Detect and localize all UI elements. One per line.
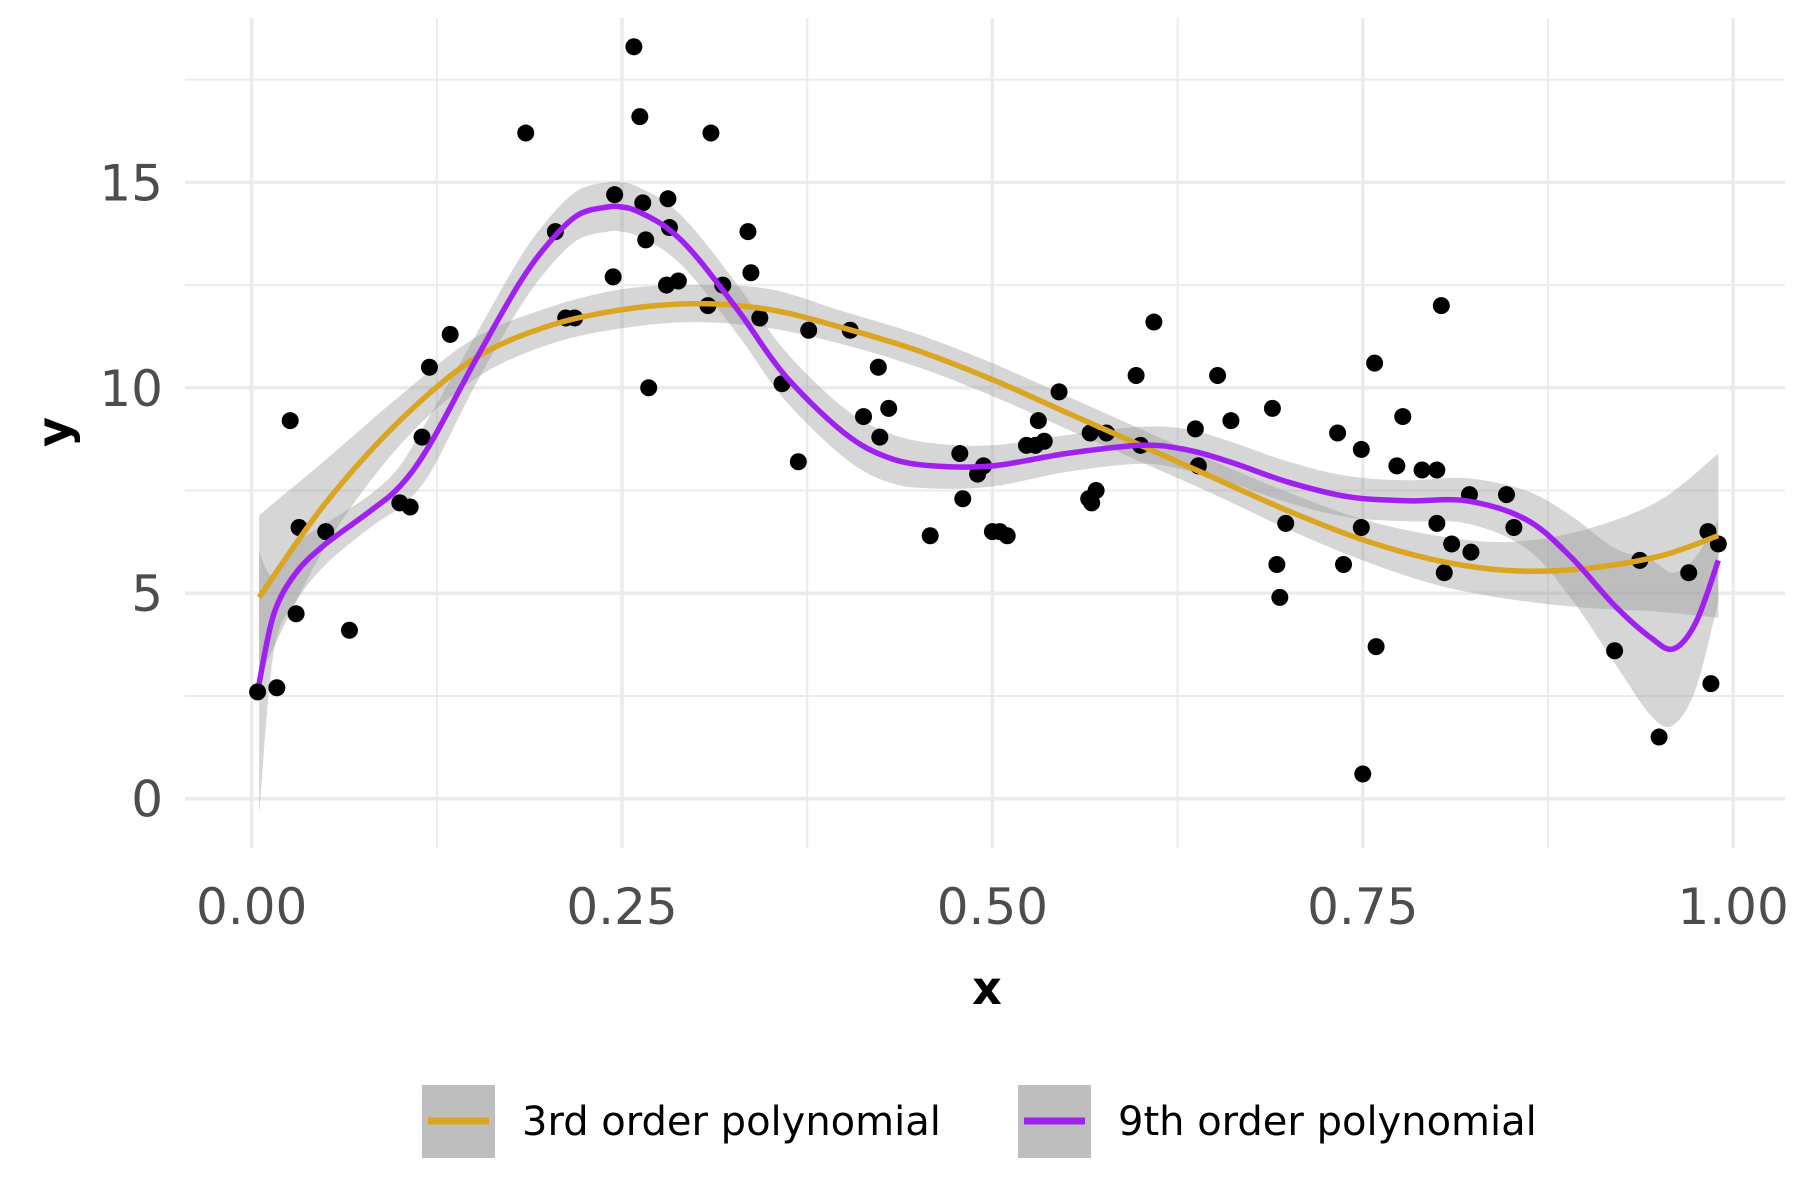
data-point (1435, 564, 1453, 582)
data-point (1505, 519, 1523, 537)
data-point (281, 412, 299, 430)
data-point (1087, 482, 1105, 500)
data-point (1209, 366, 1227, 384)
data-point (1388, 457, 1406, 475)
legend-label-3rd-order: 3rd order polynomial (522, 1099, 941, 1145)
confidence-ribbon-3rd-order (259, 285, 1719, 678)
data-point (640, 379, 658, 397)
y-tick-labels: 0 5 10 15 (99, 154, 163, 828)
x-tick-labels: 0.00 0.25 0.50 0.75 1.00 (196, 878, 1789, 936)
data-point (1352, 519, 1370, 537)
legend-item-9th-order: 9th order polynomial (1018, 1085, 1537, 1158)
data-point (625, 38, 643, 56)
data-point (1145, 313, 1163, 331)
x-tick-label: 1.00 (1677, 878, 1788, 936)
y-tick-label: 10 (99, 360, 163, 418)
data-point (1329, 424, 1347, 442)
legend: 3rd order polynomial 9th order polynomia… (422, 1085, 1537, 1158)
data-point (1367, 638, 1385, 656)
data-point (340, 621, 358, 639)
data-point (634, 194, 652, 212)
data-point (921, 527, 939, 545)
data-point (1702, 675, 1720, 693)
data-point (249, 683, 267, 701)
data-point (1268, 555, 1286, 573)
data-point (1432, 297, 1450, 315)
data-point (287, 605, 305, 623)
data-point (517, 124, 535, 142)
data-point (951, 445, 969, 463)
data-point (631, 108, 649, 126)
data-point (1680, 564, 1698, 582)
data-point (1428, 461, 1446, 479)
y-tick-label: 5 (131, 565, 163, 623)
data-point (954, 490, 972, 508)
data-point (1271, 588, 1289, 606)
data-point (1462, 543, 1480, 561)
data-points (249, 38, 1727, 783)
data-point (800, 321, 818, 339)
grid-minor (185, 18, 1785, 848)
data-point (1413, 461, 1431, 479)
grid-major (185, 18, 1785, 848)
data-point (1366, 354, 1384, 372)
x-tick-label: 0.75 (1307, 878, 1418, 936)
data-point (869, 358, 887, 376)
data-point (1606, 642, 1624, 660)
data-point (1394, 408, 1412, 426)
data-point (1050, 383, 1068, 401)
x-axis-title: x (972, 961, 1002, 1015)
data-point (880, 399, 898, 417)
data-point (441, 325, 459, 343)
data-point (659, 190, 677, 208)
data-point (998, 527, 1016, 545)
data-point (1443, 535, 1461, 553)
y-tick-label: 15 (99, 154, 163, 212)
data-point (1335, 555, 1353, 573)
legend-item-3rd-order: 3rd order polynomial (422, 1085, 941, 1158)
data-point (751, 309, 769, 327)
data-point (1650, 728, 1668, 746)
x-tick-label: 0.25 (566, 878, 677, 936)
data-point (1186, 420, 1204, 438)
data-point (871, 428, 889, 446)
data-point (1222, 412, 1240, 430)
data-point (1081, 424, 1099, 442)
data-point (606, 186, 624, 204)
data-point (401, 498, 419, 516)
y-tick-label: 0 (131, 771, 163, 829)
data-point (1428, 514, 1446, 532)
x-tick-label: 0.50 (937, 878, 1048, 936)
data-point (855, 408, 873, 426)
x-tick-label: 0.00 (196, 878, 307, 936)
data-point (702, 124, 720, 142)
data-point (1354, 765, 1372, 783)
data-point (1277, 514, 1295, 532)
y-axis-title: y (27, 417, 81, 447)
data-point (742, 264, 760, 282)
data-point (413, 428, 431, 446)
data-point (317, 523, 335, 541)
data-point (1497, 486, 1515, 504)
fit-lines (256, 203, 1721, 685)
data-point (1352, 440, 1370, 458)
data-point (637, 231, 655, 249)
data-point (604, 268, 622, 286)
data-point (739, 223, 757, 241)
data-point (1029, 412, 1047, 430)
data-point (789, 453, 807, 471)
legend-label-9th-order: 9th order polynomial (1118, 1099, 1537, 1145)
data-point (268, 679, 286, 697)
data-point (420, 358, 438, 376)
data-point (1263, 399, 1281, 417)
fit-line-9th-order (256, 203, 1721, 685)
data-point (1035, 432, 1053, 450)
data-point (669, 272, 687, 290)
data-point (1127, 366, 1145, 384)
